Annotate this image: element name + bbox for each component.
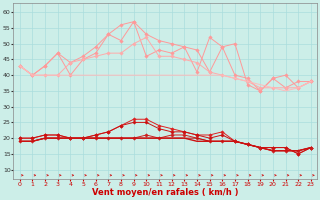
X-axis label: Vent moyen/en rafales ( km/h ): Vent moyen/en rafales ( km/h ) bbox=[92, 188, 239, 197]
